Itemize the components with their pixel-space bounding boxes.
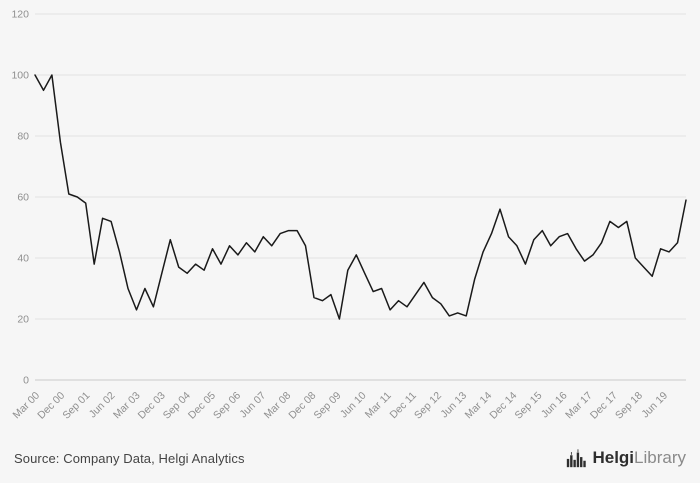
y-tick-label: 100	[11, 70, 29, 82]
x-tick-label: Dec 00	[35, 390, 67, 422]
logo-text-helgi: Helgi	[592, 448, 635, 467]
y-tick-label: 20	[17, 314, 29, 326]
x-tick-label: Sep 12	[412, 390, 444, 422]
x-tick-label: Sep 06	[211, 390, 243, 422]
x-tick-label: Sep 04	[161, 390, 193, 422]
y-tick-label: 80	[17, 131, 29, 143]
y-tick-label: 60	[17, 192, 29, 204]
logo-text: HelgiLibrary	[592, 447, 686, 469]
y-tick-label: 0	[23, 375, 29, 387]
x-tick-label: Dec 03	[136, 390, 168, 422]
x-tick-label: Jun 10	[338, 390, 369, 421]
x-tick-label: Mar 11	[363, 390, 394, 421]
x-tick-label: Dec 17	[588, 390, 620, 422]
x-tick-label: Dec 08	[286, 390, 318, 422]
y-tick-label: 40	[17, 253, 29, 265]
source-text: Source: Company Data, Helgi Analytics	[14, 450, 245, 466]
x-tick-label: Dec 14	[487, 390, 519, 422]
helgi-library-logo: HelgiLibrary	[565, 447, 686, 469]
x-tick-label: Sep 09	[312, 390, 344, 422]
helgi-logo-bars-icon	[567, 449, 587, 468]
y-tick-label: 120	[11, 9, 29, 21]
x-tick-label: Jun 19	[639, 390, 670, 421]
x-tick-label: Sep 01	[60, 390, 92, 422]
price-line	[34, 74, 687, 320]
x-tick-label: Dec 05	[186, 390, 218, 422]
x-tick-label: Sep 18	[613, 390, 645, 422]
x-tick-label: Sep 15	[513, 390, 545, 422]
logo-text-library: Library	[634, 448, 686, 467]
chart-footer: Source: Company Data, Helgi Analytics He…	[0, 438, 700, 478]
